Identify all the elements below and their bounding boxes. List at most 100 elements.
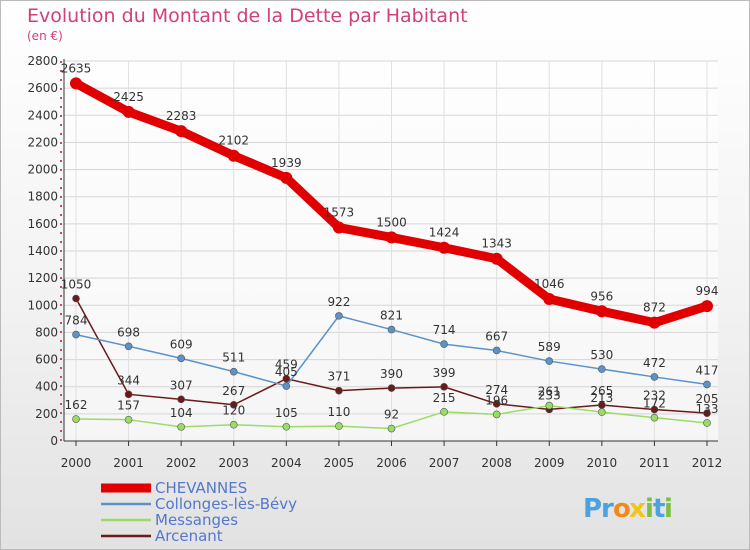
x-tick-label: 2000: [61, 456, 92, 470]
data-label-Messanges: 196: [485, 393, 508, 407]
y-tick-label: 2600: [27, 81, 58, 95]
y-tick-label: 2000: [27, 163, 58, 177]
series-point-CHEVANNES: [543, 293, 556, 306]
series-point-CHEVANNES: [227, 149, 240, 162]
series-point-CHEVANNES: [280, 171, 293, 184]
series-point-Collonges-lès-Bévy: [124, 342, 133, 351]
x-tick-label: 2005: [324, 456, 355, 470]
data-label-Collonges-lès-Bévy: 922: [327, 295, 350, 309]
data-label-Messanges: 162: [65, 398, 88, 412]
data-label-Arcenant: 274: [485, 383, 508, 397]
series-point-Arcenant: [124, 390, 133, 399]
data-label-Arcenant: 307: [170, 378, 193, 392]
data-label-Arcenant: 371: [327, 370, 350, 384]
data-label-Arcenant: 233: [538, 388, 561, 402]
series-point-Collonges-lès-Bévy: [545, 357, 554, 365]
data-label-Arcenant: 265: [590, 384, 613, 398]
series-point-Messanges: [72, 415, 80, 423]
series-point-Messanges: [703, 419, 711, 427]
series-point-Messanges: [335, 422, 343, 430]
data-label-Arcenant: 344: [117, 373, 140, 387]
data-label-CHEVANNES: 1424: [429, 226, 460, 240]
logo-letter: o: [613, 494, 631, 524]
x-tick-label: 2006: [376, 456, 407, 470]
y-tick-label: 1600: [27, 217, 58, 231]
x-tick-label: 2001: [113, 456, 144, 470]
data-label-CHEVANNES: 1939: [271, 156, 302, 170]
series-point-Arcenant: [650, 405, 659, 414]
x-tick-label: 2011: [639, 456, 670, 470]
data-label-CHEVANNES: 2635: [61, 61, 92, 75]
series-point-CHEVANNES: [648, 316, 661, 329]
logo-letter: x: [629, 494, 646, 524]
data-label-Collonges-lès-Bévy: 609: [170, 337, 193, 351]
data-label-Arcenant: 205: [696, 392, 719, 406]
series-point-Collonges-lès-Bévy: [492, 346, 501, 355]
x-tick-label: 2004: [271, 456, 302, 470]
series-point-Messanges: [440, 408, 448, 416]
series-point-Arcenant: [177, 395, 185, 404]
series-point-Collonges-lès-Bévy: [335, 312, 343, 320]
legend-label: Arcenant: [155, 527, 223, 545]
y-tick-label: 200: [35, 407, 58, 421]
data-label-Messanges: 157: [117, 399, 140, 413]
proxiti-logo: Pr ox i ti: [583, 494, 673, 524]
data-label-CHEVANNES: 2283: [166, 109, 197, 123]
data-label-CHEVANNES: 2102: [218, 134, 249, 148]
series-point-Messanges: [545, 401, 554, 410]
data-label-Arcenant: 232: [643, 389, 666, 403]
logo-letter: i: [664, 494, 673, 524]
logo-letter: r: [601, 494, 614, 524]
data-label-Collonges-lès-Bévy: 405: [275, 365, 298, 379]
data-label-CHEVANNES: 1500: [376, 215, 407, 229]
data-label-Collonges-lès-Bévy: 714: [433, 323, 456, 337]
series-point-Collonges-lès-Bévy: [440, 340, 448, 348]
series-point-Collonges-lès-Bévy: [177, 354, 185, 363]
data-labels: 1050 344 307 267 459 371 390 399 274 233 265 232 205…: [61, 61, 719, 421]
series-point-CHEVANNES: [385, 231, 398, 244]
y-tick-label: 600: [35, 353, 58, 367]
y-tick-label: 1400: [27, 244, 58, 258]
data-label-Collonges-lès-Bévy: 417: [696, 363, 719, 377]
x-tick-label: 2003: [218, 456, 249, 470]
series-point-Arcenant: [387, 384, 396, 392]
data-label-CHEVANNES: 872: [643, 301, 666, 315]
data-label-Arcenant: 1050: [61, 278, 92, 292]
x-tick-label: 2002: [166, 456, 197, 470]
x-tick-label: 2012: [692, 456, 723, 470]
y-tick-label: 1800: [27, 190, 58, 204]
y-tick-label: 1200: [27, 271, 58, 285]
legend-label: Collonges-lès-Bévy: [155, 495, 297, 513]
data-label-Messanges: 213: [590, 391, 613, 405]
series-point-Messanges: [229, 420, 238, 429]
legend-label: Messanges: [155, 511, 238, 529]
data-label-Collonges-lès-Bévy: 784: [65, 314, 88, 328]
series-point-Collonges-lès-Bévy: [387, 325, 396, 334]
series-point-Arcenant: [72, 294, 80, 303]
legend-label: CHEVANNES: [155, 479, 247, 497]
series-point-Messanges: [177, 423, 185, 431]
data-label-Collonges-lès-Bévy: 821: [380, 309, 403, 323]
data-label-CHEVANNES: 956: [590, 289, 613, 303]
data-label-Arcenant: 267: [222, 384, 245, 398]
series-point-Collonges-lès-Bévy: [282, 382, 291, 390]
series-point-Arcenant: [282, 374, 291, 383]
series-point-Arcenant: [492, 400, 501, 408]
data-label-CHEVANNES: 1573: [324, 206, 355, 220]
chart-title: Evolution du Montant de la Dette par Hab…: [27, 5, 468, 27]
logo-letter: P: [583, 494, 602, 524]
y-tick-label: 0: [50, 434, 58, 448]
data-label-Arcenant: 459: [275, 358, 298, 372]
series-point-CHEVANNES: [438, 241, 451, 254]
x-tick-label: 2010: [587, 456, 618, 470]
data-label-CHEVANNES: 994: [696, 284, 719, 298]
data-label-Messanges: 105: [275, 406, 298, 420]
y-tick-label: 2400: [27, 108, 58, 122]
logo-letter: t: [653, 494, 665, 524]
x-tick-label: 2007: [429, 456, 460, 470]
data-label-Messanges: 110: [327, 405, 350, 419]
data-label-CHEVANNES: 1343: [481, 237, 512, 251]
series-point-Messanges: [650, 413, 659, 422]
